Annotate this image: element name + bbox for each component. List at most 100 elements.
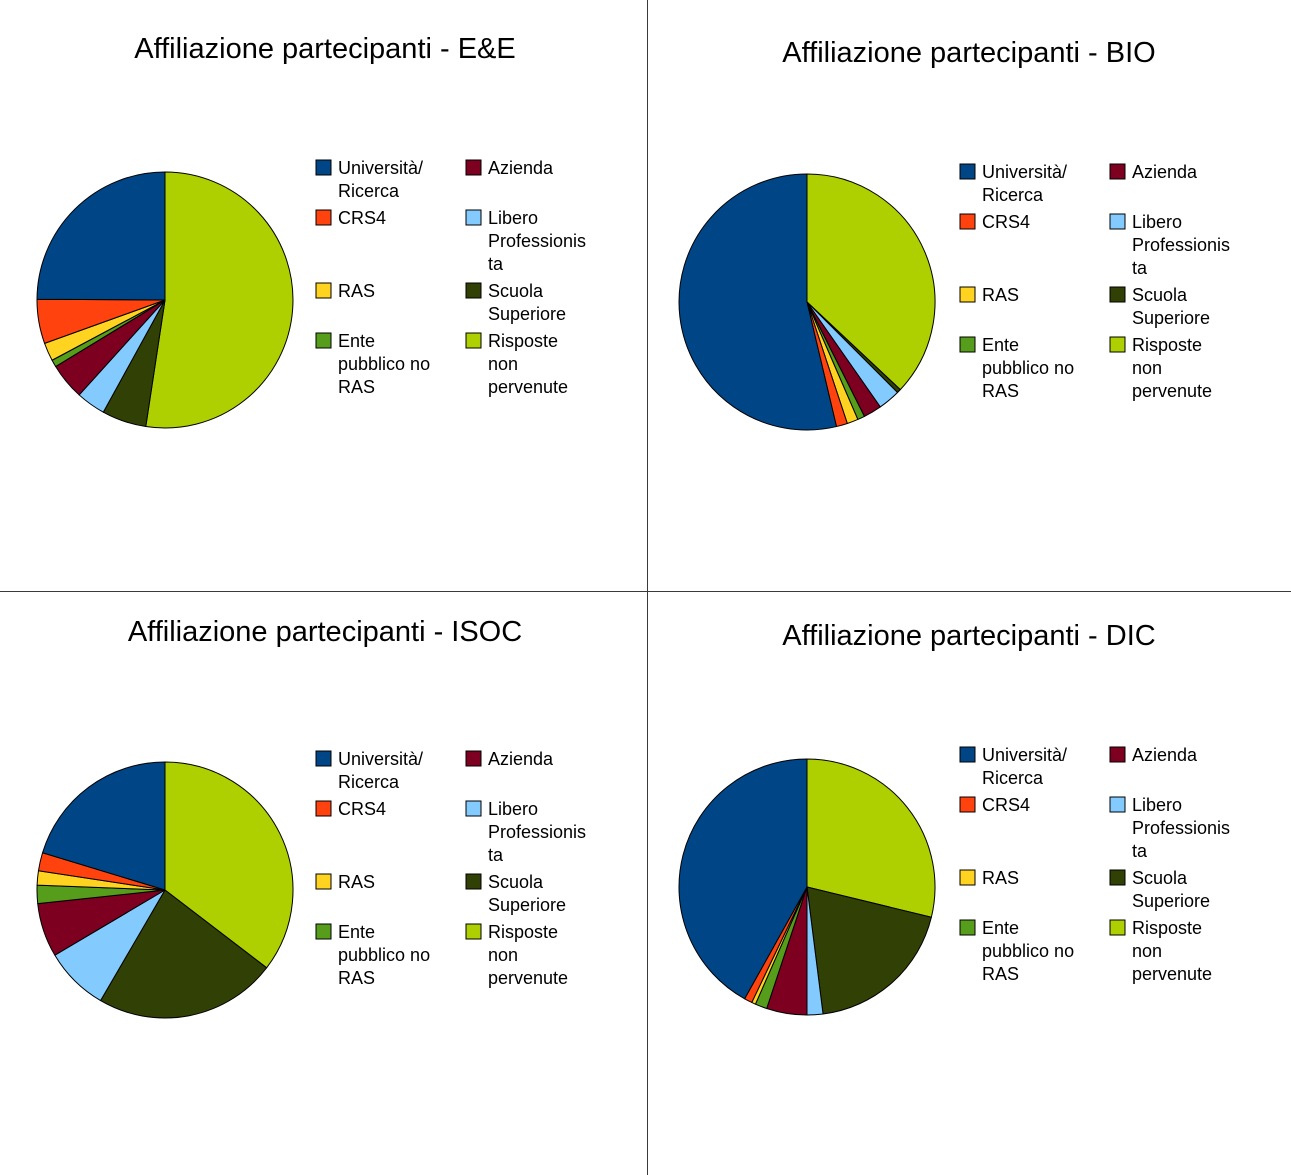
legend-label: RAS — [982, 868, 1019, 888]
legend-label: Scuola Superiore — [488, 872, 566, 915]
legend-label: Scuola Superiore — [1132, 868, 1210, 911]
legend-item: RAS — [959, 285, 1019, 305]
chart-panel-bio: Affiliazione partecipanti - BIO Universit… — [648, 0, 1291, 591]
legend-item: RAS — [315, 872, 375, 892]
legend-label: Libero Professionis ta — [1132, 212, 1230, 278]
pie-slice-risposte-non-pervenute — [806, 758, 936, 918]
legend-item: Libero Professionis ta — [465, 799, 586, 865]
chart-panel-isoc: Affiliazione partecipanti - ISOC Universi… — [0, 592, 647, 1175]
chart-panel-ee: Affiliazione partecipanti - E&E Universit… — [0, 0, 647, 591]
legend-label: CRS4 — [338, 208, 386, 228]
legend-label: Ente pubblico no RAS — [982, 335, 1074, 401]
legend-label: CRS4 — [338, 799, 386, 819]
pie-slice-universit-ricerca — [678, 173, 837, 431]
legend-label: Libero Professionis ta — [488, 799, 586, 865]
legend-swatch — [465, 209, 482, 226]
legend-swatch — [465, 159, 482, 176]
legend-swatch — [315, 282, 332, 299]
legend-item: Azienda — [465, 749, 554, 769]
legend-item: CRS4 — [315, 208, 386, 228]
legend-swatch — [465, 800, 482, 817]
legend-label: Libero Professionis ta — [488, 208, 586, 274]
legend-item: Scuola Superiore — [1109, 285, 1210, 328]
pie-slice-scuola-superiore — [806, 886, 932, 1015]
legend-item: Scuola Superiore — [465, 872, 566, 915]
legend-item: Libero Professionis ta — [1109, 795, 1230, 861]
pie-slices — [678, 173, 936, 431]
legend-swatch — [315, 923, 332, 940]
legend-label: Azienda — [488, 158, 554, 178]
pie-slice-risposte-non-pervenute — [806, 173, 936, 391]
legend-item: Ente pubblico no RAS — [959, 335, 1074, 401]
horizontal-divider — [0, 591, 1291, 592]
legend-label: Ente pubblico no RAS — [338, 922, 430, 988]
legend-swatch — [1109, 213, 1126, 230]
legend-label: RAS — [982, 285, 1019, 305]
legend-item: RAS — [315, 281, 375, 301]
legend-label: Risposte non pervenute — [1132, 335, 1212, 401]
legend-swatch — [465, 332, 482, 349]
legend-item: Azienda — [465, 158, 554, 178]
legend-swatch — [1109, 336, 1126, 353]
legend-swatch — [315, 750, 332, 767]
pie-slice-universit-ricerca — [42, 761, 166, 891]
pie-slice-universit-ricerca — [36, 171, 166, 301]
legend-swatch — [315, 800, 332, 817]
legend-item: Azienda — [1109, 745, 1198, 765]
legend-label: Scuola Superiore — [488, 281, 566, 324]
pie-slices — [36, 171, 294, 429]
legend-swatch — [959, 336, 976, 353]
legend-swatch — [465, 923, 482, 940]
legend-swatch — [959, 869, 976, 886]
vertical-divider — [647, 0, 648, 1175]
legend-item: Ente pubblico no RAS — [315, 922, 430, 988]
legend-item: Risposte non pervenute — [465, 331, 568, 397]
chart-title: Affiliazione partecipanti - BIO — [782, 37, 1155, 69]
legend-label: RAS — [338, 872, 375, 892]
chart-title: Affiliazione partecipanti - E&E — [134, 33, 516, 65]
legend-label: Università/Ricerca — [338, 749, 423, 792]
legend-label: Ente pubblico no RAS — [982, 918, 1074, 984]
legend-item: Università/Ricerca — [315, 158, 423, 201]
legend-swatch — [315, 332, 332, 349]
legend-swatch — [465, 750, 482, 767]
chart-title: Affiliazione partecipanti - ISOC — [128, 616, 522, 648]
legend-label: Ente pubblico no RAS — [338, 331, 430, 397]
pie-slice-scuola-superiore — [100, 889, 268, 1019]
legend-label: Scuola Superiore — [1132, 285, 1210, 328]
pie-chart-bio: Affiliazione partecipanti - BIO Universit… — [678, 37, 1230, 431]
legend-swatch — [959, 163, 976, 180]
legend-item: Università/Ricerca — [315, 749, 423, 792]
legend-item: Libero Professionis ta — [465, 208, 586, 274]
legend-swatch — [1109, 869, 1126, 886]
legend-swatch — [1109, 163, 1126, 180]
legend-swatch — [465, 282, 482, 299]
legend-label: Libero Professionis ta — [1132, 795, 1230, 861]
legend-item: Scuola Superiore — [1109, 868, 1210, 911]
chart-title: Affiliazione partecipanti - DIC — [782, 620, 1155, 652]
legend-item: Risposte non pervenute — [465, 922, 568, 988]
legend-label: RAS — [338, 281, 375, 301]
pie-chart-ee: Affiliazione partecipanti - E&E Universit… — [36, 33, 586, 429]
pie-slice-universit-ricerca — [678, 758, 808, 1000]
legend-swatch — [465, 873, 482, 890]
legend-item: CRS4 — [315, 799, 386, 819]
legend-label: Azienda — [488, 749, 554, 769]
legend-item: Libero Professionis ta — [1109, 212, 1230, 278]
legend-swatch — [959, 796, 976, 813]
legend-swatch — [315, 209, 332, 226]
legend-label: Università/Ricerca — [982, 745, 1067, 788]
legend-swatch — [959, 919, 976, 936]
legend-item: Università/Ricerca — [959, 162, 1067, 205]
pie-chart-dic: Affiliazione partecipanti - DIC Universit… — [678, 620, 1230, 1016]
legend-swatch — [959, 213, 976, 230]
chart-panel-dic: Affiliazione partecipanti - DIC Universit… — [648, 592, 1291, 1175]
legend-label: CRS4 — [982, 212, 1030, 232]
legend-item: Risposte non pervenute — [1109, 918, 1212, 984]
legend-swatch — [1109, 919, 1126, 936]
legend-label: Università/Ricerca — [338, 158, 423, 201]
legend-item: RAS — [959, 868, 1019, 888]
legend-label: Azienda — [1132, 162, 1198, 182]
legend-swatch — [959, 746, 976, 763]
